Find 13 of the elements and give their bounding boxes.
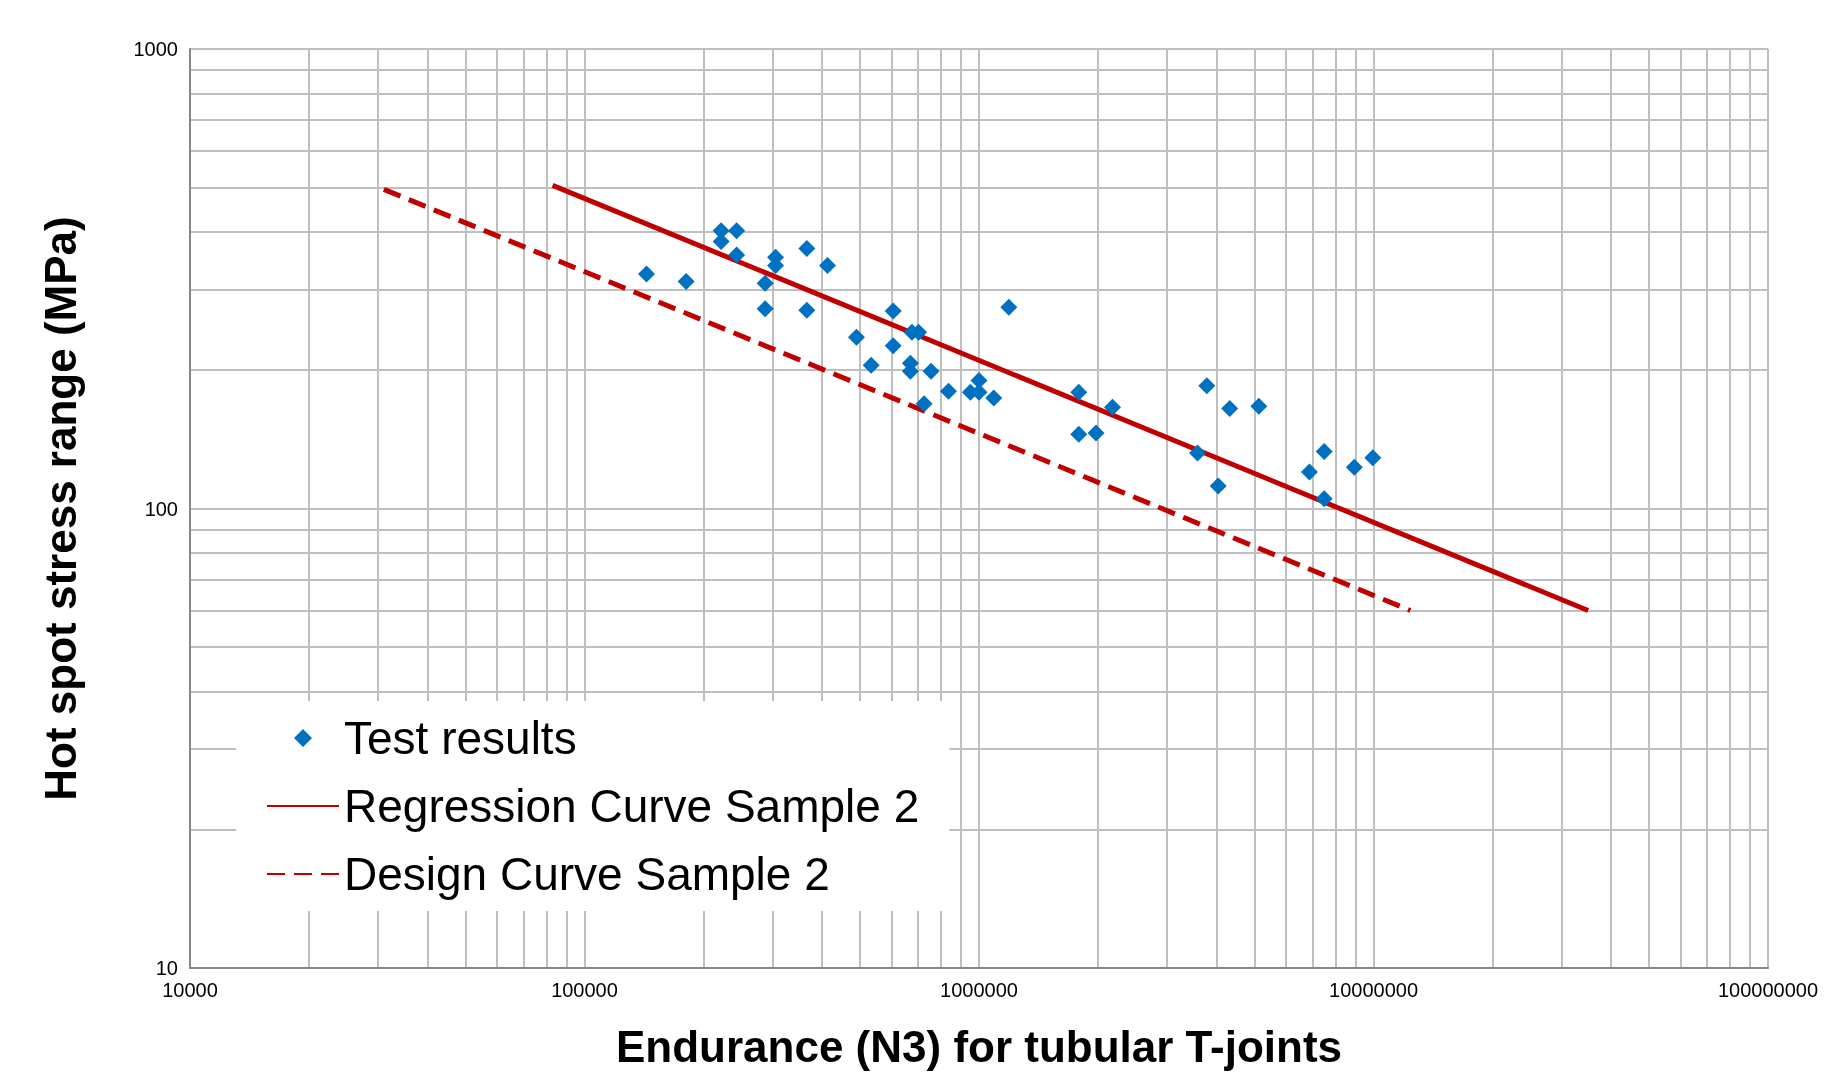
y-tick-label: 10 <box>155 957 178 979</box>
legend-label: Regression Curve Sample 2 <box>344 780 920 832</box>
y-tick-label: 100 <box>144 497 178 520</box>
x-axis-title: Endurance (N3) for tubular T-joints <box>615 1021 1343 1071</box>
x-tick-label: 10000 <box>162 979 218 1001</box>
legend-label: Design Curve Sample 2 <box>344 848 830 900</box>
x-tick-label: 1000000 <box>940 979 1018 1001</box>
y-tick-label: 1000 <box>133 38 178 60</box>
y-axis-title: Hot spot stress range (MPa) <box>35 216 85 801</box>
x-tick-label: 10000000 <box>1329 979 1418 1001</box>
legend-label: Test results <box>344 712 577 764</box>
x-tick-label: 100000 <box>551 979 618 1001</box>
x-tick-label: 100000000 <box>1717 979 1819 1001</box>
